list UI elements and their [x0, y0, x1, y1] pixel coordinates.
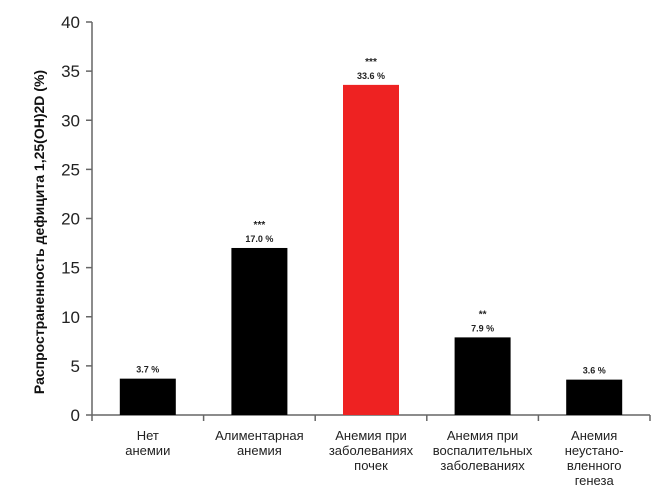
- data-label: 17.0 %: [245, 234, 273, 244]
- y-tick-label: 15: [61, 259, 80, 278]
- y-tick-label: 5: [71, 357, 80, 376]
- category-labels: Нет анемии Алиментарная анемия Анемия при заб…: [125, 428, 623, 488]
- bar: [566, 379, 623, 415]
- bar: [343, 84, 399, 415]
- y-tick-label: 35: [61, 62, 80, 81]
- significance-label: ***: [365, 57, 377, 68]
- category-label: Анемия при воспалительных заболеваниях: [433, 428, 533, 473]
- significance-label: ***: [254, 220, 266, 231]
- category-label: Анемия при заболеваниях почек: [329, 428, 414, 473]
- bar: [454, 337, 511, 415]
- y-tick-label: 0: [71, 406, 80, 425]
- data-labels: 3.7 % 17.0 % *** 33.6 % *** 7.9 % ** 3.6 %: [136, 57, 605, 376]
- y-tick-label: 40: [61, 13, 80, 32]
- bar: [119, 378, 176, 415]
- category-label: Анемия неустано-вленного генеза: [565, 428, 624, 488]
- data-label: 33.6 %: [357, 71, 385, 81]
- bars: [119, 84, 623, 415]
- y-tick-label: 10: [61, 308, 80, 327]
- category-label: Нет анемии: [125, 428, 170, 458]
- data-label: 7.9 %: [471, 323, 494, 333]
- y-tick-label: 30: [61, 111, 80, 130]
- y-axis: 0 5 10 15 20 25 30 35 40: [61, 13, 93, 425]
- y-tick-label: 20: [61, 210, 80, 229]
- x-axis: [91, 414, 651, 421]
- significance-label: **: [479, 309, 487, 320]
- data-label: 3.6 %: [583, 366, 606, 376]
- bar: [231, 247, 288, 415]
- data-label: 3.7 %: [136, 365, 159, 375]
- y-axis-label: Распространенность дефицита 1,25(OH)2D (…: [31, 70, 47, 394]
- category-label: Алиментарная анемия: [215, 428, 304, 458]
- y-tick-label: 25: [61, 160, 80, 179]
